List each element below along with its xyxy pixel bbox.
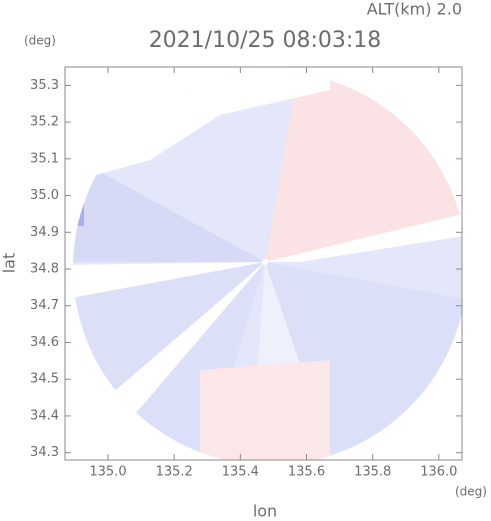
x-tick-label: 136.0 [420,465,457,480]
chart-subtitle: ALT(km) 2.0 [367,0,462,19]
x-tick-label: 135.2 [156,465,193,480]
x-tick-label: 135.6 [288,465,325,480]
y-axis-label: lat [0,253,19,274]
radar-field [73,71,462,460]
x-tick-label: 135.4 [222,465,259,480]
x-axis-label: lon [253,502,277,521]
y-unit: (deg) [24,34,56,48]
plot-frame [64,66,463,461]
x-tick-label: 135.0 [89,465,126,480]
y-tick-label: 34.8 [30,262,59,277]
y-tick-label: 34.3 [30,445,59,460]
chart-title: 2021/10/25 08:03:18 [149,28,382,53]
y-tick-label: 35.1 [30,151,59,166]
x-unit: (deg) [455,485,487,499]
axes: 135.0 135.2 135.4 135.6 135.8 136.0 34.3 34.4 34… [30,67,462,480]
y-tick-label: 34.4 [30,408,59,423]
y-tick-label: 34.5 [30,372,59,387]
x-tick-label: 135.8 [354,465,391,480]
y-tick-label: 34.7 [30,298,59,313]
y-tick-label: 35.3 [30,78,59,93]
y-tick-label: 34.9 [30,225,59,240]
y-tick-label: 34.6 [30,335,59,350]
y-tick-label: 35.0 [30,188,59,203]
y-tick-label: 35.2 [30,115,59,130]
